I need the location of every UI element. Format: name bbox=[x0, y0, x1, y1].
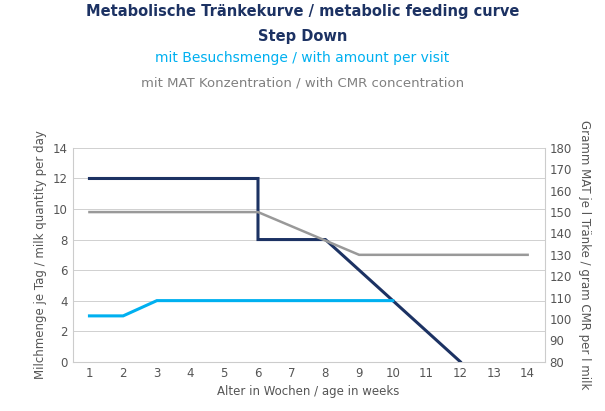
Y-axis label: Milchmenge je Tag / milk quantity per day: Milchmenge je Tag / milk quantity per da… bbox=[34, 130, 47, 379]
X-axis label: Alter in Wochen / age in weeks: Alter in Wochen / age in weeks bbox=[217, 385, 400, 398]
Text: Step Down: Step Down bbox=[258, 29, 347, 44]
Text: mit MAT Konzentration / with CMR concentration: mit MAT Konzentration / with CMR concent… bbox=[141, 76, 464, 89]
Y-axis label: Gramm MAT je l Tränke / gram CMR per l milk: Gramm MAT je l Tränke / gram CMR per l m… bbox=[578, 120, 591, 390]
Text: Metabolische Tränkekurve / metabolic feeding curve: Metabolische Tränkekurve / metabolic fee… bbox=[86, 4, 519, 19]
Text: mit Besuchsmenge / with amount per visit: mit Besuchsmenge / with amount per visit bbox=[155, 51, 450, 65]
